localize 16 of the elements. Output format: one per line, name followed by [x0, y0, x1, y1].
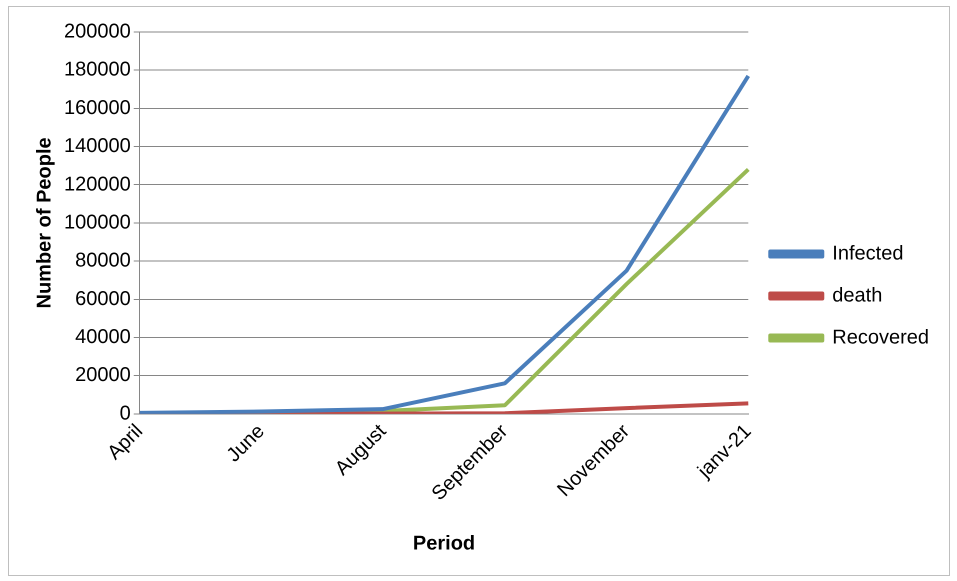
legend-label: Recovered — [832, 326, 929, 349]
y-tick-label: 180000 — [64, 58, 131, 81]
y-tick-label: 200000 — [64, 20, 131, 43]
y-tick-label: 0 — [120, 402, 131, 424]
y-tick-label: 160000 — [64, 96, 131, 119]
y-tick-label: 100000 — [64, 211, 131, 234]
y-axis-title: Number of People — [34, 137, 56, 308]
legend-label: death — [832, 284, 882, 307]
y-tick-label: 120000 — [64, 173, 131, 196]
y-tick-label: 40000 — [75, 326, 131, 348]
x-axis-title: Period — [412, 532, 476, 555]
y-tick-label: 20000 — [75, 364, 131, 386]
y-tick-label: 60000 — [75, 288, 131, 310]
y-tick-label: 80000 — [75, 250, 131, 272]
y-tick-label: 140000 — [64, 135, 131, 158]
legend-label: Infected — [832, 242, 904, 265]
